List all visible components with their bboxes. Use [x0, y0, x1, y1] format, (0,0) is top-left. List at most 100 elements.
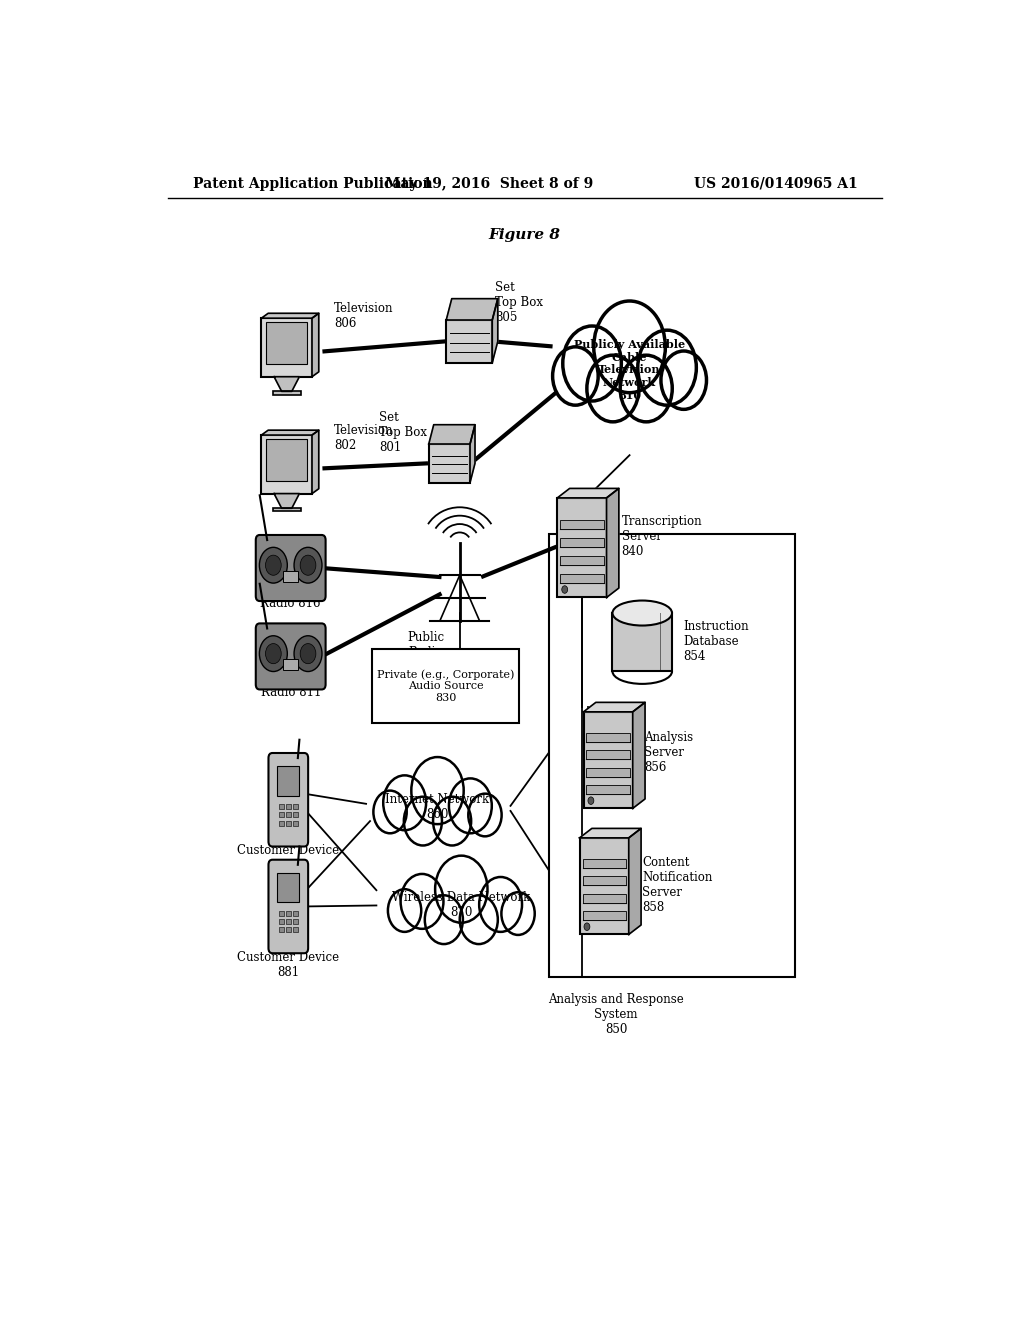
Circle shape [403, 797, 442, 846]
FancyBboxPatch shape [268, 752, 308, 846]
Text: Patent Application Publication: Patent Application Publication [194, 177, 433, 191]
Circle shape [621, 355, 672, 422]
Bar [280, 812, 284, 817]
Bar [266, 440, 307, 482]
Text: May 19, 2016  Sheet 8 of 9: May 19, 2016 Sheet 8 of 9 [385, 177, 593, 191]
Circle shape [449, 779, 492, 833]
Polygon shape [493, 298, 498, 363]
FancyBboxPatch shape [256, 623, 326, 689]
Bar [284, 659, 298, 671]
Polygon shape [446, 298, 498, 319]
Circle shape [259, 548, 288, 583]
Bar [280, 821, 284, 825]
FancyBboxPatch shape [268, 859, 308, 953]
Bar [557, 498, 606, 598]
Bar [293, 821, 298, 825]
Polygon shape [261, 313, 318, 318]
Polygon shape [633, 702, 645, 808]
FancyBboxPatch shape [261, 318, 312, 376]
Bar [293, 919, 298, 924]
Text: Private (e.g., Corporate)
Audio Source
830: Private (e.g., Corporate) Audio Source 8… [377, 669, 514, 702]
Bar [266, 322, 307, 364]
Bar [373, 649, 519, 722]
Bar [293, 812, 298, 817]
FancyBboxPatch shape [261, 436, 312, 494]
Text: Radio 816: Radio 816 [260, 598, 321, 610]
Polygon shape [580, 829, 641, 838]
Circle shape [435, 855, 487, 923]
Polygon shape [274, 376, 299, 391]
Polygon shape [584, 702, 645, 711]
Circle shape [294, 636, 322, 672]
Bar [583, 894, 626, 903]
Bar [272, 391, 301, 395]
Circle shape [563, 326, 622, 401]
Bar [272, 508, 301, 511]
Bar [583, 876, 626, 886]
Circle shape [638, 330, 696, 405]
Bar [286, 804, 291, 809]
Polygon shape [557, 488, 618, 498]
Bar [280, 928, 284, 932]
Circle shape [553, 347, 598, 405]
Circle shape [300, 644, 315, 664]
Bar [583, 859, 626, 867]
Text: Public
Radio
Network
820: Public Radio Network 820 [399, 631, 452, 689]
Text: Customer Device
881: Customer Device 881 [238, 952, 339, 979]
Circle shape [425, 895, 463, 944]
Bar [280, 804, 284, 809]
Polygon shape [312, 430, 318, 494]
Bar [293, 911, 298, 916]
Bar [583, 911, 626, 920]
Text: Analysis and Response
System
850: Analysis and Response System 850 [548, 993, 684, 1036]
Polygon shape [629, 829, 641, 935]
Circle shape [383, 775, 426, 830]
Polygon shape [429, 425, 475, 444]
Circle shape [468, 793, 502, 837]
Bar [587, 785, 630, 793]
Text: Set
Top Box
801: Set Top Box 801 [379, 412, 427, 454]
Circle shape [400, 874, 443, 929]
Circle shape [460, 895, 498, 944]
Text: Instruction
Database
854: Instruction Database 854 [684, 619, 750, 663]
Circle shape [594, 301, 666, 392]
Bar [278, 873, 299, 903]
Polygon shape [261, 430, 318, 436]
Circle shape [265, 556, 282, 576]
Circle shape [294, 548, 322, 583]
Bar [560, 556, 603, 565]
Text: Television
806: Television 806 [334, 302, 394, 330]
Circle shape [300, 556, 315, 576]
Text: Analysis
Server
856: Analysis Server 856 [644, 731, 693, 775]
Circle shape [479, 876, 522, 932]
Circle shape [433, 797, 471, 846]
Bar [286, 911, 291, 916]
Bar [587, 733, 630, 742]
Circle shape [388, 890, 421, 932]
Bar [286, 812, 291, 817]
Bar [293, 928, 298, 932]
Text: Publicly Available
Cable
Television
Network
810: Publicly Available Cable Television Netw… [574, 339, 685, 401]
Bar [580, 838, 629, 935]
Bar [612, 612, 672, 672]
Bar [284, 570, 298, 582]
Bar [587, 751, 630, 759]
Text: Transcription
Server
840: Transcription Server 840 [622, 515, 702, 558]
Bar [429, 444, 470, 483]
Text: Customer Device
882: Customer Device 882 [238, 845, 339, 873]
Bar [584, 711, 633, 808]
Circle shape [588, 797, 594, 804]
Circle shape [562, 586, 567, 593]
Circle shape [259, 636, 288, 672]
Circle shape [660, 351, 707, 409]
Polygon shape [274, 494, 299, 508]
Bar [286, 821, 291, 825]
Bar [286, 928, 291, 932]
Text: Television
802: Television 802 [334, 424, 394, 451]
Circle shape [265, 644, 282, 664]
Text: Figure 8: Figure 8 [488, 227, 561, 242]
Circle shape [584, 923, 590, 931]
Bar [549, 535, 795, 977]
Circle shape [502, 892, 535, 935]
Ellipse shape [612, 601, 672, 626]
